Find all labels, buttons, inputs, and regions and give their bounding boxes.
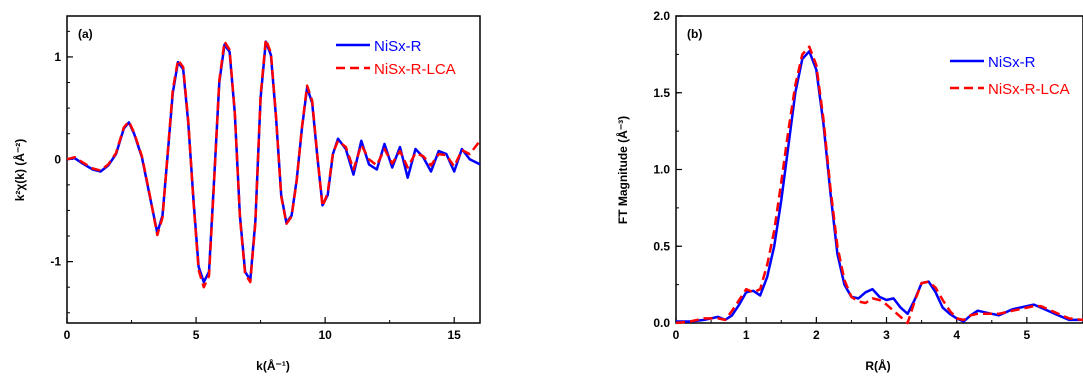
panel-b-x-tick-label: 0 xyxy=(673,328,680,342)
panel-b-series-2-line xyxy=(675,45,1083,325)
panel-b-y-tick-label: 1.5 xyxy=(653,86,670,100)
panel-b-series xyxy=(675,45,1083,325)
panel-b-y-tick-label: 0.5 xyxy=(653,239,670,253)
panel-b-ticks: 0 1 2 3 4 5 0.0 0.5 1.0 1.5 2.0 xyxy=(653,9,1030,342)
panel-a-label: (a) xyxy=(78,27,93,41)
panel-a-y-axis-label: k²χ(k) (Å⁻²) xyxy=(12,139,27,202)
panel-b-y-tick-label: 2.0 xyxy=(653,9,670,23)
panel-a-legend: NiSx-R NiSx-R-LCA xyxy=(336,38,456,78)
panel-b-legend: NiSx-R NiSx-R-LCA xyxy=(950,54,1070,98)
panel-a-x-axis-label: k(Å⁻¹) xyxy=(256,358,290,373)
panel-a-legend-label-2: NiSx-R-LCA xyxy=(374,61,456,78)
panel-b-x-axis-label: R(Å) xyxy=(865,358,890,373)
panel-a-x-tick-label: 0 xyxy=(64,328,71,342)
panel-b-x-tick-label: 1 xyxy=(743,328,750,342)
panel-b-x-tick-label: 2 xyxy=(813,328,820,342)
panel-b-x-tick-label: 4 xyxy=(953,328,960,342)
panel-a-y-tick-label: 1 xyxy=(54,50,61,64)
panel-a-x-tick-label: 15 xyxy=(448,328,462,342)
panel-b-series-1-line xyxy=(676,50,1083,323)
panel-a-series xyxy=(66,38,481,289)
panel-b-x-tick-label: 5 xyxy=(1024,328,1031,342)
panel-a-y-tick-label: -1 xyxy=(50,255,61,269)
panel-a-y-tick-label: 0 xyxy=(54,152,61,166)
panel-a: 0 5 10 15 -1 0 1 (a) k(Å⁻¹) k²χ(k) (Å⁻²) NiSx-… xyxy=(12,15,481,373)
panel-b-y-axis-label: FT Magnitude (Å⁻³) xyxy=(615,116,630,224)
panel-a-legend-label-1: NiSx-R xyxy=(374,38,422,55)
panel-b-legend-label-2: NiSx-R-LCA xyxy=(988,81,1070,98)
panel-b-x-tick-label: 3 xyxy=(883,328,890,342)
panel-a-x-tick-label: 10 xyxy=(318,328,332,342)
panel-b-y-tick-label: 0.0 xyxy=(653,316,670,330)
panel-a-x-tick-label: 5 xyxy=(193,328,200,342)
panel-b-y-tick-label: 1.0 xyxy=(653,163,670,177)
panel-b-legend-label-1: NiSx-R xyxy=(988,54,1036,71)
panel-a-series-2-line xyxy=(66,38,481,289)
panel-b-label: (b) xyxy=(687,27,702,41)
panel-a-plot-frame xyxy=(66,15,481,324)
panel-b: 0 1 2 3 4 5 0.0 0.5 1.0 1.5 2.0 (b) R(Å) FT Magnit… xyxy=(615,9,1083,373)
